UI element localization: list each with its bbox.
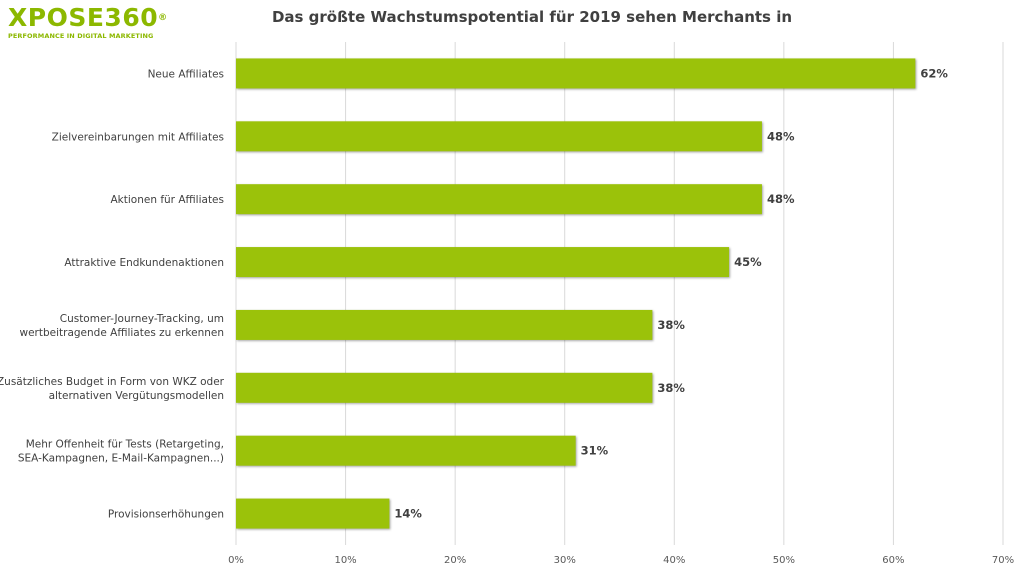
category-label: Aktionen für Affiliates — [111, 194, 225, 206]
x-tick-label: 10% — [334, 555, 356, 566]
bar — [236, 372, 653, 403]
category-label: wertbeitragende Affiliates zu erkennen — [20, 327, 225, 339]
data-label: 48% — [767, 129, 795, 143]
x-tick-label: 20% — [444, 555, 466, 566]
bar — [236, 309, 653, 340]
logo-tagline: PERFORMANCE IN DIGITAL MARKETING — [8, 32, 154, 40]
bar — [236, 247, 730, 278]
category-label: Zielvereinbarungen mit Affiliates — [52, 131, 224, 143]
x-axis-ticks: 0% 10% 20% 30% 40% 50% 60% 70% — [228, 555, 1014, 566]
category-label: Provisionserhöhungen — [108, 509, 224, 521]
x-tick-label: 0% — [228, 555, 244, 566]
data-label: 38% — [657, 318, 685, 332]
category-label: alternativen Vergütungsmodellen — [49, 390, 224, 402]
grid-lines — [235, 42, 1004, 545]
bar — [236, 58, 916, 89]
category-label: Attraktive Endkundenaktionen — [64, 257, 224, 269]
bar — [236, 184, 762, 215]
brand-logo: XPOSE360® PERFORMANCE IN DIGITAL MARKETI… — [8, 4, 168, 44]
bar — [236, 121, 762, 152]
bar — [236, 435, 576, 466]
value-labels: 62% 48% 48% 45% 38% 38% 31% 14% — [394, 66, 948, 520]
category-label: Zusätzliches Budget in Form von WKZ oder — [0, 376, 225, 388]
category-label: Customer-Journey-Tracking, um — [60, 313, 224, 325]
data-label: 62% — [920, 66, 948, 80]
category-label: Neue Affiliates — [148, 68, 224, 80]
data-label: 38% — [657, 381, 685, 395]
x-tick-label: 50% — [773, 555, 795, 566]
category-labels: Neue Affiliates Zielvereinbarungen mit Af… — [0, 68, 225, 520]
x-tick-label: 40% — [663, 555, 685, 566]
category-label: Mehr Offenheit für Tests (Retargeting, — [26, 439, 224, 451]
bars — [236, 58, 916, 529]
data-label: 31% — [581, 444, 609, 458]
logo-wordmark: XPOSE360® — [8, 3, 168, 32]
data-label: 45% — [734, 255, 762, 269]
chart-title: Das größte Wachstumspotential für 2019 s… — [271, 8, 793, 26]
data-label: 14% — [394, 507, 422, 521]
logo-registered-mark: ® — [158, 13, 168, 23]
data-label: 48% — [767, 192, 795, 206]
x-tick-label: 30% — [554, 555, 576, 566]
category-label: SEA-Kampagnen, E-Mail-Kampagnen...) — [18, 453, 224, 465]
x-tick-label: 60% — [882, 555, 904, 566]
bar — [236, 498, 390, 529]
x-tick-label: 70% — [992, 555, 1014, 566]
